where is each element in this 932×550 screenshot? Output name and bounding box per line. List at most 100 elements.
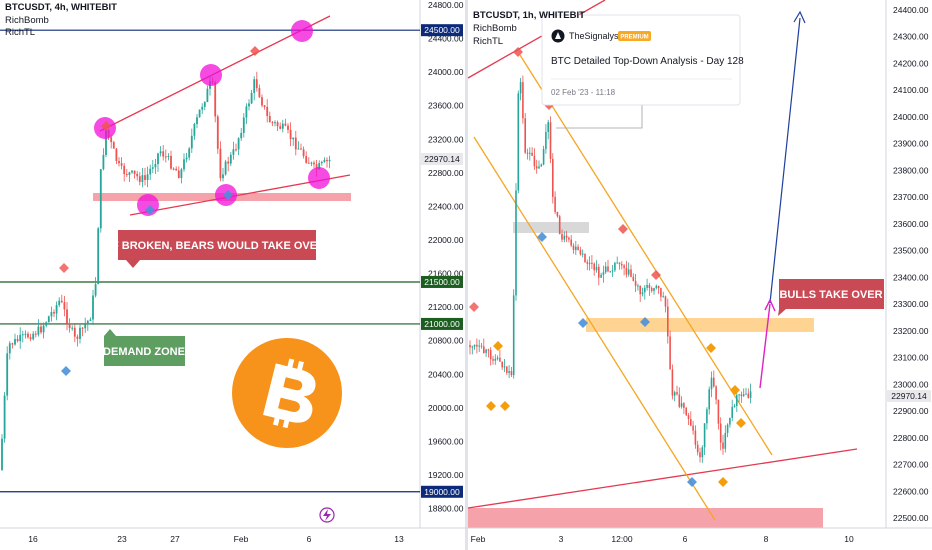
demand-callout-box <box>104 329 185 366</box>
candle-body <box>214 82 217 117</box>
level-price-tag <box>421 317 463 330</box>
candle-body <box>614 262 616 271</box>
price-tick-label: 23100.00 <box>893 353 929 363</box>
bulls-callout-text: BULLS TAKE OVER <box>779 289 882 301</box>
current-price-tag-1h: 22970.14 <box>887 390 931 402</box>
candle-body <box>643 287 646 293</box>
price-tick-label: 22500.00 <box>893 513 929 523</box>
candle-body <box>320 161 323 164</box>
price-tick-label: 23200.00 <box>428 134 464 144</box>
candle-body <box>526 152 529 154</box>
level-price-tag <box>421 24 463 37</box>
candle-body <box>469 345 471 348</box>
price-ticks-4h: 18800.00 19200.00 19600.00 20000.00 20400.00… <box>428 0 464 514</box>
candle-body <box>11 343 14 345</box>
candle-body <box>639 285 642 295</box>
candle-body <box>21 334 24 336</box>
price-tick-label: 18800.00 <box>428 504 464 514</box>
candle-body <box>591 262 593 264</box>
idea-headline[interactable]: BTC Detailed Top-Down Analysis - Day 128 <box>551 56 744 67</box>
candle-body <box>549 122 552 159</box>
candle-body <box>50 312 53 317</box>
candle-body <box>323 159 326 162</box>
candle-body <box>63 302 66 310</box>
price-tick-label: 19200.00 <box>428 470 464 480</box>
candle-body <box>703 423 706 448</box>
candle-body <box>565 235 568 238</box>
bulls-callout-box <box>778 279 884 316</box>
candle-body <box>581 253 584 255</box>
candle-body <box>729 417 731 425</box>
candle-body <box>245 106 248 118</box>
candle-body <box>266 106 269 117</box>
candle-body <box>745 393 747 395</box>
author-logo-icon <box>555 32 561 39</box>
candle-body <box>40 326 42 333</box>
candle-body <box>648 284 651 288</box>
level-price-label: 24500.00 <box>424 25 460 35</box>
time-tick-label: 8 <box>764 534 769 544</box>
candle-body <box>151 167 154 169</box>
candle-body <box>14 339 16 345</box>
buy-signal-icon <box>640 317 650 327</box>
price-tick-label: 22800.00 <box>893 433 929 443</box>
panel-divider <box>465 0 468 550</box>
orange-signal-icon <box>500 401 510 411</box>
candle-body <box>671 369 674 396</box>
candle-body <box>556 211 559 217</box>
candle-body <box>206 88 209 103</box>
level-price-label: 21000.00 <box>424 319 460 329</box>
candle-body <box>607 266 609 272</box>
idea-date: 02 Feb '23 - 11:18 <box>551 88 616 97</box>
price-tick-label: 20000.00 <box>428 403 464 413</box>
candle-body <box>79 327 81 339</box>
candle-body <box>92 295 94 320</box>
bears-callout: IF BROKEN, BEARS WOULD TAKE OVER <box>109 230 325 268</box>
candle-body <box>678 394 681 407</box>
candle-body <box>749 391 752 398</box>
bitcoin-logo-icon <box>232 338 342 448</box>
candle-body <box>274 122 276 124</box>
price-tick-label: 24200.00 <box>893 58 929 68</box>
candle-body <box>318 163 321 170</box>
sell-signal-icon <box>59 263 69 273</box>
candle-body <box>203 102 206 107</box>
price-tick-label: 24100.00 <box>893 85 929 95</box>
candle-body <box>597 266 600 278</box>
candle-body <box>646 284 648 288</box>
candle-body <box>501 361 504 368</box>
candle-body <box>159 151 162 154</box>
trend-line-upper-1h <box>467 0 606 79</box>
current-price-value: 22970.14 <box>891 391 927 401</box>
current-price-tag-4h: 22970.14 <box>421 153 463 165</box>
candle-body <box>726 424 729 433</box>
time-tick-label: 13 <box>394 534 404 544</box>
candle-body <box>485 349 487 353</box>
lightning-icon[interactable] <box>319 507 335 523</box>
sell-signal-icon <box>618 224 628 234</box>
time-tick-label: 12:00 <box>611 534 633 544</box>
channel-lower-line-1h <box>473 136 716 521</box>
candle-body <box>706 409 708 424</box>
candle-body <box>494 358 497 361</box>
candle-body <box>689 419 692 426</box>
price-tick-label: 21200.00 <box>428 302 464 312</box>
candle-body <box>294 137 297 150</box>
idea-card-box <box>541 14 741 106</box>
buy-signal-icon <box>223 190 233 200</box>
candle-body <box>584 253 586 263</box>
candle-body <box>724 432 727 449</box>
author-name[interactable]: TheSignalyst <box>569 31 622 41</box>
candle-body <box>185 157 188 160</box>
candle-body <box>183 159 185 170</box>
candle-body <box>600 274 602 278</box>
idea-card[interactable]: TheSignalyst PREMIUM BTC Detailed Top-Do… <box>541 14 744 106</box>
time-tick-label: 3 <box>559 534 564 544</box>
candle-body <box>577 246 579 251</box>
price-tick-label: 22000.00 <box>428 235 464 245</box>
candle-body <box>604 266 607 273</box>
candle-body <box>131 170 133 173</box>
candle-body <box>574 246 577 250</box>
candle-body <box>29 337 32 340</box>
touch-marker <box>200 64 222 86</box>
